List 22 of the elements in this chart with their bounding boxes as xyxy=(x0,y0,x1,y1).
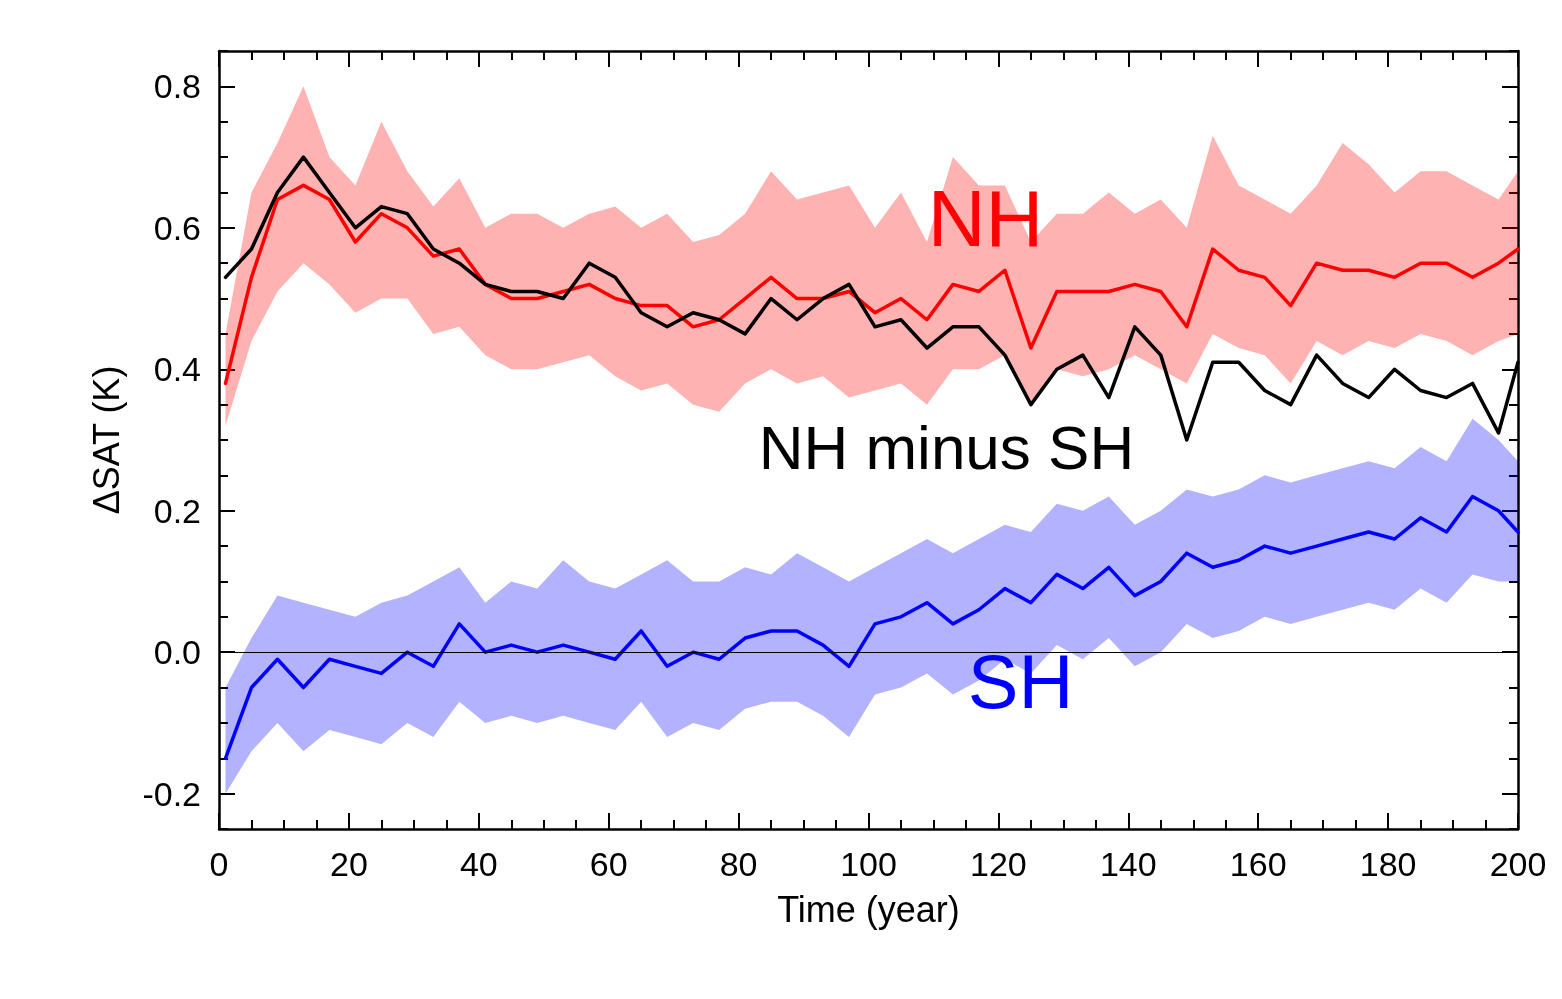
x-tick-label: 100 xyxy=(840,845,897,883)
x-tick-label: 80 xyxy=(719,845,758,883)
y-tick-label: 0.0 xyxy=(153,633,201,672)
series-label: SH xyxy=(967,638,1074,724)
x-tick-label: 120 xyxy=(970,845,1027,883)
y-tick-label: 0.2 xyxy=(153,491,201,530)
y-axis-title: ΔSAT (K) xyxy=(85,365,127,515)
x-tick-label: 20 xyxy=(329,845,368,883)
series-label: NH xyxy=(927,173,1044,263)
series-label: NH minus SH xyxy=(758,413,1135,483)
x-axis-title: Time (year) xyxy=(777,888,960,930)
x-tick-label: 160 xyxy=(1229,845,1287,883)
x-tick-label: 60 xyxy=(589,845,628,883)
y-tick-label: 0.4 xyxy=(153,350,201,389)
y-tick-label: -0.2 xyxy=(142,774,201,813)
x-tick-label: 200 xyxy=(1489,845,1547,883)
x-tick-label: 0 xyxy=(209,845,229,883)
x-tick-label: 40 xyxy=(459,845,498,883)
x-tick-label: 180 xyxy=(1359,845,1417,883)
y-tick-label: 0.6 xyxy=(153,208,201,247)
x-tick-label: 140 xyxy=(1099,845,1157,883)
y-tick-label: 0.8 xyxy=(153,67,201,106)
